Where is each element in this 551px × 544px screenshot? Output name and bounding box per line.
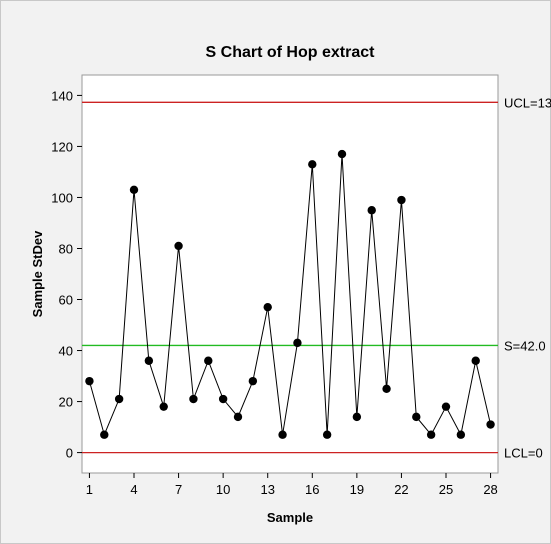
data-point (114, 394, 124, 404)
chart-title: S Chart of Hop extract (206, 44, 376, 61)
y-tick-label: 0 (66, 446, 73, 461)
data-point (441, 402, 451, 411)
data-point (204, 356, 213, 365)
y-tick-label: 60 (59, 293, 73, 308)
x-tick-label: 4 (130, 482, 137, 497)
data-point (352, 412, 362, 422)
data-point (85, 376, 94, 386)
y-tick-label: 40 (59, 344, 73, 359)
data-point (129, 185, 139, 195)
x-tick-label: 16 (305, 482, 319, 497)
x-tick-label: 19 (350, 482, 364, 497)
y-tick-label: 80 (59, 241, 73, 256)
x-tick-label: 7 (175, 482, 182, 497)
data-point (322, 430, 332, 439)
x-tick-label: 25 (439, 482, 453, 497)
y-tick-label: 120 (51, 139, 73, 154)
data-point (174, 241, 183, 251)
data-point (337, 149, 347, 159)
data-point (412, 412, 421, 422)
data-point (263, 302, 272, 312)
data-point (397, 195, 406, 205)
data-point (248, 376, 258, 386)
data-point (308, 160, 317, 169)
data-point (293, 338, 302, 348)
data-series (85, 149, 495, 439)
x-tick-label: 22 (394, 482, 408, 497)
y-tick-label: 140 (51, 88, 73, 103)
reference-lines: UCL=137.3 S=42.0 LCL=0 (82, 95, 551, 461)
y-tick-label: 100 (51, 190, 73, 205)
data-point (278, 430, 287, 439)
data-point (159, 402, 168, 411)
x-tick-label: 1 (86, 482, 93, 497)
reference-line-label: LCL=0 (504, 446, 543, 461)
data-point (144, 356, 154, 365)
y-axis-title: Sample StDev (30, 230, 45, 317)
x-tick-label: 13 (260, 482, 274, 497)
data-point (218, 394, 228, 404)
data-point (382, 384, 391, 394)
data-point (189, 394, 198, 404)
y-tick-label: 20 (59, 395, 73, 410)
data-point (233, 412, 243, 422)
data-point (486, 420, 495, 429)
data-point (471, 356, 480, 365)
x-tick-label: 28 (483, 482, 497, 497)
data-point (367, 206, 376, 215)
data-point (426, 430, 436, 439)
reference-line-label: UCL=137.3 (504, 95, 551, 110)
y-axis: 0 20 40 60 80 100 120 140 (51, 88, 82, 461)
series-line (88, 154, 492, 437)
x-tick-label: 10 (216, 482, 230, 497)
x-axis-title: Sample (267, 510, 313, 525)
x-axis: 1 4 7 10 13 16 19 22 25 28 (86, 473, 498, 497)
data-point (100, 430, 109, 439)
reference-line-label: S=42.0 (504, 338, 546, 353)
data-point (456, 430, 466, 439)
plot-area (81, 74, 499, 474)
